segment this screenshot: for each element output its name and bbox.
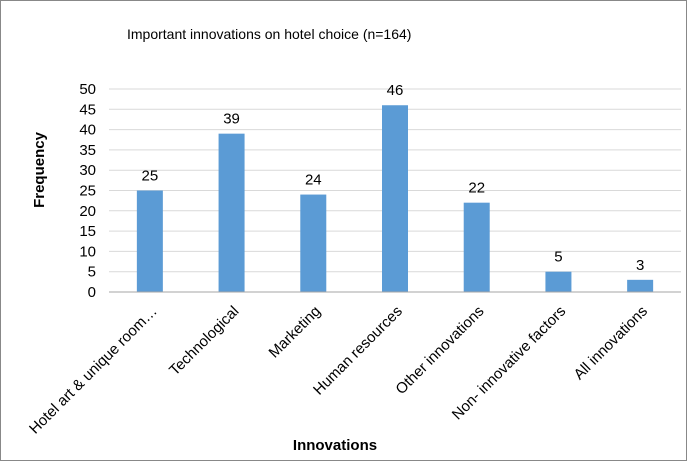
bars <box>136 105 654 293</box>
bar <box>463 202 490 292</box>
x-tick-label: Human resources <box>310 303 406 399</box>
y-tick-label: 50 <box>79 81 96 98</box>
y-tick-label: 5 <box>88 264 96 281</box>
bar <box>136 190 163 292</box>
bar <box>218 133 245 292</box>
y-axis-ticks: 0 5 10 15 20 25 30 35 40 45 50 <box>79 81 96 301</box>
y-tick-label: 40 <box>79 122 96 139</box>
x-tick-label: All innovations <box>571 303 651 383</box>
x-tick-label: Other innovations <box>392 303 487 398</box>
x-axis-title: Innovations <box>293 437 377 454</box>
data-label: 39 <box>223 111 240 128</box>
chart-title: Important innovations on hotel choice (n… <box>127 26 411 42</box>
y-axis-title: Frequency <box>31 131 48 208</box>
x-tick-label: Hotel art & unique room… <box>26 303 161 438</box>
data-label: 24 <box>305 172 322 189</box>
bar <box>382 105 408 293</box>
data-label: 25 <box>142 168 159 185</box>
data-label: 22 <box>468 180 485 197</box>
y-tick-label: 45 <box>79 101 96 118</box>
y-tick-label: 10 <box>79 243 96 260</box>
bar <box>627 279 654 292</box>
bar <box>545 271 572 292</box>
y-tick-label: 25 <box>79 183 96 200</box>
x-axis-ticks: Hotel art & unique room… Technological Mar… <box>26 303 651 438</box>
y-tick-label: 30 <box>79 162 96 179</box>
bar <box>300 194 327 292</box>
y-tick-label: 35 <box>79 142 96 159</box>
y-tick-label: 0 <box>88 284 96 301</box>
x-tick-label: Marketing <box>266 303 325 362</box>
y-tick-label: 20 <box>79 203 96 220</box>
data-label: 5 <box>554 249 562 266</box>
x-tick-label: Technological <box>166 303 242 379</box>
data-labels: 25 39 24 46 22 5 3 <box>142 82 645 274</box>
data-label: 46 <box>387 82 404 99</box>
y-tick-label: 15 <box>79 223 96 240</box>
data-label: 3 <box>636 257 644 274</box>
